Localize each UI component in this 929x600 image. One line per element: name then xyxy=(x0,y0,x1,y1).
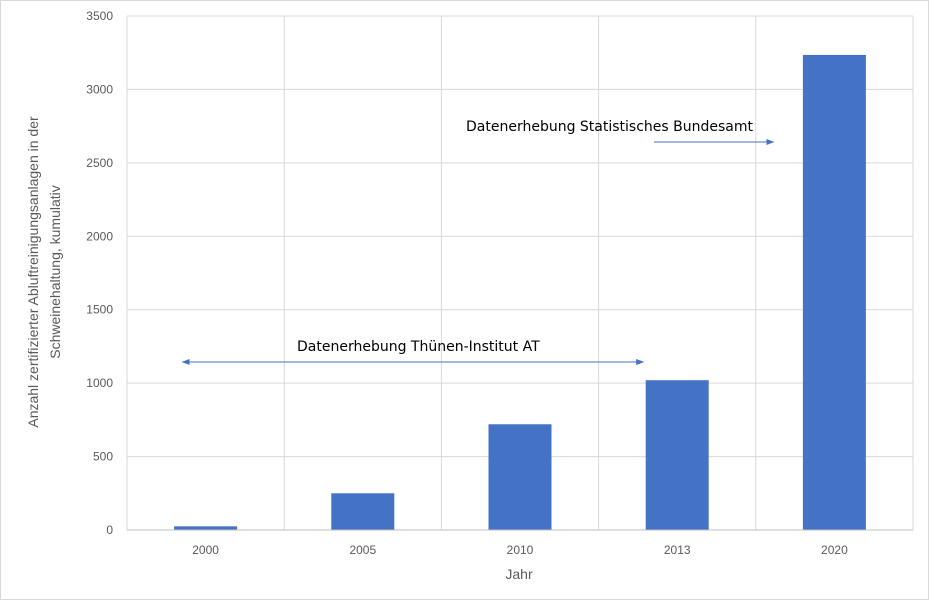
x-tick-label: 2020 xyxy=(821,543,848,557)
y-tick-label: 1000 xyxy=(86,376,113,390)
bars xyxy=(174,54,866,530)
x-tick-label: 2013 xyxy=(664,543,691,557)
bar-2005 xyxy=(331,493,395,530)
x-axis-title: Jahr xyxy=(505,566,533,582)
bar-2013 xyxy=(645,380,709,530)
y-tick-label: 2000 xyxy=(86,229,113,243)
annotation-destatis-label: Datenerhebung Statistisches Bundesamt xyxy=(466,119,754,135)
y-axis-title-line-2: Schweinehaltung, kumulativ xyxy=(47,185,63,359)
y-tick-label: 1500 xyxy=(86,303,113,317)
bar-2010 xyxy=(488,424,552,530)
x-tick-label: 2010 xyxy=(507,543,534,557)
y-tick-label: 500 xyxy=(93,450,113,464)
y-tick-label: 2500 xyxy=(86,156,113,170)
y-tick-label: 3500 xyxy=(86,9,113,23)
x-tick-label: 2000 xyxy=(192,543,219,557)
y-tick-label: 0 xyxy=(106,523,113,537)
bar-2000 xyxy=(174,526,238,530)
annotation-thuenen-label: Datenerhebung Thünen-Institut AT xyxy=(297,339,540,355)
x-tick-label: 2005 xyxy=(349,543,376,557)
y-axis-title-line-1: Anzahl zertifizierter Abluftreinigungsan… xyxy=(25,116,41,428)
bar-2020 xyxy=(802,54,866,530)
y-tick-label: 3000 xyxy=(86,82,113,96)
annotations: Datenerhebung Thünen-Institut AT Datener… xyxy=(181,119,775,365)
axes: 0 500 1000 1500 2000 2500 3000 3500 2000 2005 2010… xyxy=(86,9,913,557)
